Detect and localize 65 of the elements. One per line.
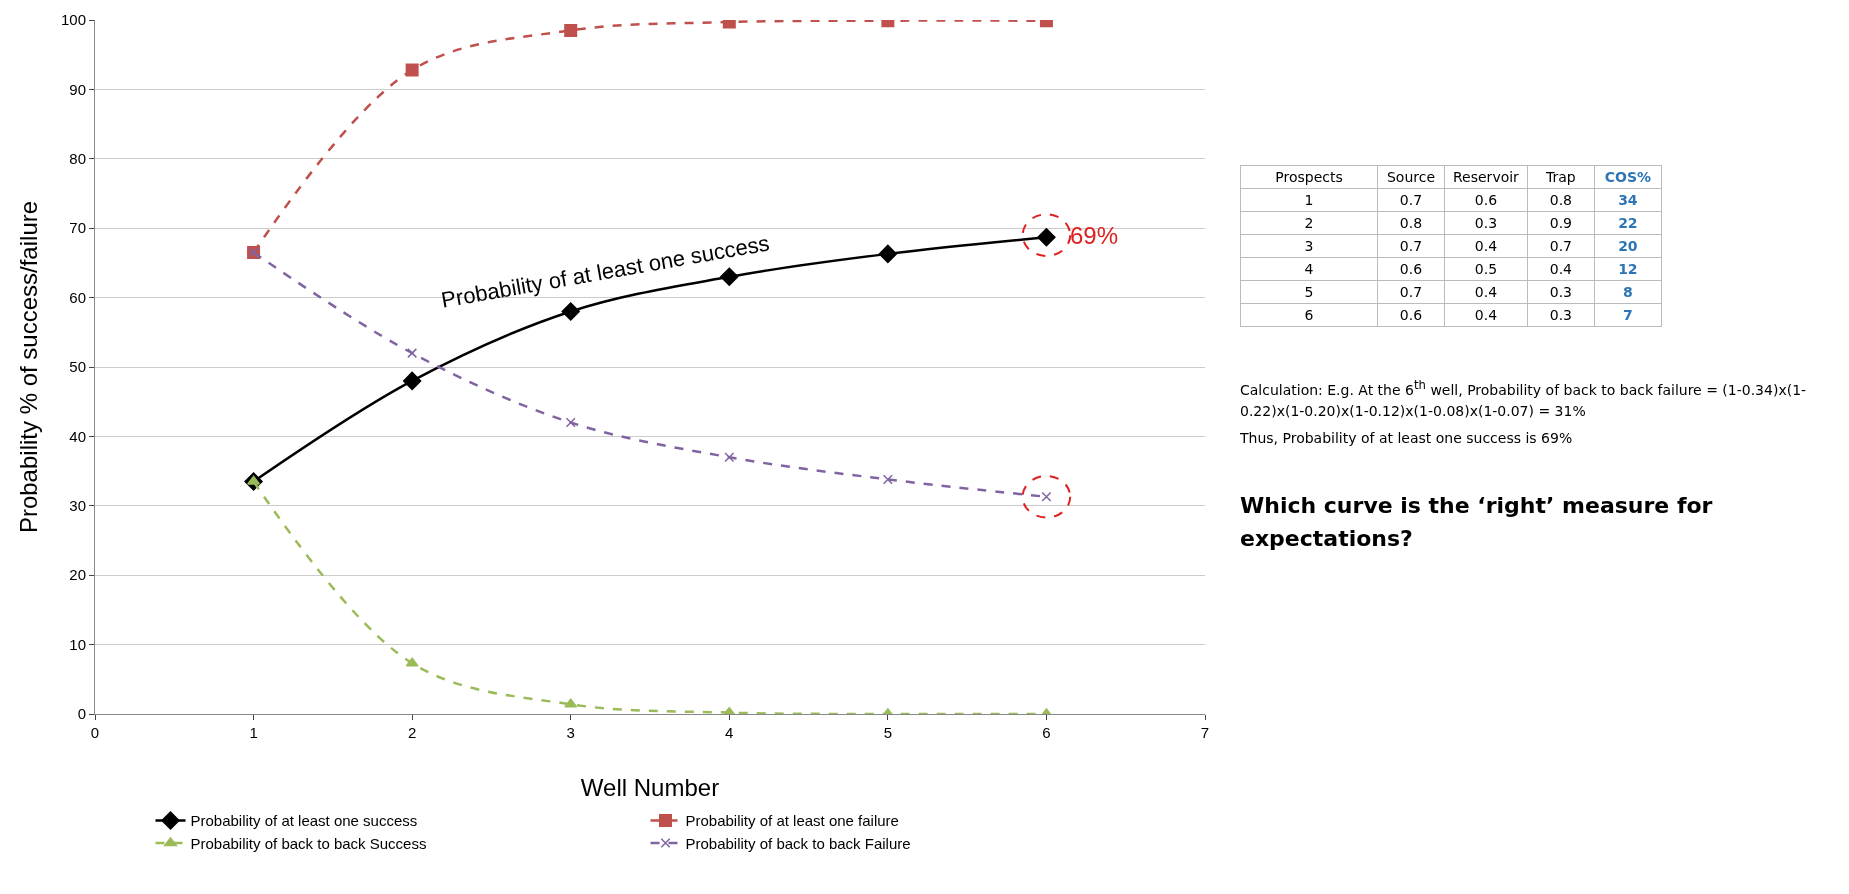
data-label: 0.7 — [1377, 234, 1445, 258]
data-label: 0.6 — [1377, 303, 1445, 327]
data-label: 0.7 — [1527, 234, 1595, 258]
y-tick-label: 6 — [1240, 303, 1378, 327]
data-label: 7 — [1594, 303, 1662, 327]
x-tick-label: 3 — [566, 724, 575, 741]
data-label: 12 — [1594, 257, 1662, 281]
annotation: Probability of at least one success — [439, 230, 772, 313]
y-tick-label: 40 — [69, 427, 86, 445]
y-tick-label: 70 — [69, 219, 86, 237]
text: Thus, Probability of at least one success is 69% — [1240, 428, 1574, 448]
x-tick-label: 7 — [1200, 724, 1210, 741]
data-label: 34 — [1594, 188, 1662, 212]
data-label: 0.9 — [1527, 211, 1595, 235]
y-tick-label: 1 — [1240, 188, 1378, 212]
x-tick-label: 1 — [249, 724, 258, 741]
text: Calculation: E.g. At the 6$^{th}$ well, Probability of back to back failure = (1-0.34)x(1-0.22)x(1-0.20)x(1-0.12)x(1-0.08)x(1-0.07) = 31% — [1240, 377, 1808, 421]
y-axis-title: Probability % of success/failure — [15, 200, 42, 534]
x-tick-label: 2 — [407, 724, 417, 741]
data-label: 0.4 — [1444, 280, 1528, 304]
data-label: 0.4 — [1444, 303, 1528, 327]
y-tick-label: 5 — [1240, 280, 1378, 304]
x-tick-label: 5 — [883, 724, 893, 741]
data-label: 0.8 — [1377, 211, 1445, 235]
y-tick-label: 4 — [1240, 257, 1378, 281]
legend-label: Probability of at least one failure — [685, 812, 899, 830]
data-label: 0.6 — [1444, 188, 1528, 212]
x-tick-label: Source — [1377, 165, 1445, 189]
annotation: 69% — [1070, 222, 1119, 249]
data-label: 0.6 — [1377, 257, 1445, 281]
data-label: 8 — [1594, 280, 1662, 304]
y-tick-label: 10 — [69, 635, 86, 653]
data-label: 0.5 — [1444, 257, 1528, 281]
x-tick-label: 6 — [1042, 724, 1051, 741]
y-tick-label: 50 — [69, 358, 86, 376]
x-tick-label: 4 — [725, 724, 734, 741]
y-tick-label: 100 — [60, 11, 86, 29]
data-label: 0.4 — [1444, 234, 1528, 258]
data-label: 0.3 — [1527, 280, 1595, 304]
data-label: 22 — [1594, 211, 1662, 235]
x-tick-label: 0 — [90, 724, 100, 741]
y-tick-label: 80 — [69, 150, 86, 168]
y-tick-label: 0 — [77, 705, 86, 723]
y-axis-title: Prospects — [1240, 165, 1378, 189]
data-label: 0.7 — [1377, 280, 1445, 304]
x-tick-label: COS% — [1594, 165, 1662, 189]
y-tick-label: 20 — [69, 566, 86, 584]
data-label: 20 — [1594, 234, 1662, 258]
data-label: 0.3 — [1444, 211, 1528, 235]
x-tick-label: Reservoir — [1444, 165, 1528, 189]
x-tick-label: Trap — [1527, 165, 1595, 189]
y-tick-label: 60 — [69, 288, 86, 306]
data-label: 0.8 — [1527, 188, 1595, 212]
data-label: 0.4 — [1527, 257, 1595, 281]
legend-label: Probability of back to back Failure — [685, 834, 911, 852]
text: Which curve is the ‘right’ measure for expectations? — [1240, 491, 1714, 553]
y-tick-label: 30 — [69, 497, 86, 515]
data-label: 0.3 — [1527, 303, 1595, 327]
legend-label: Probability of at least one success — [190, 812, 418, 830]
y-tick-label: 90 — [69, 80, 86, 98]
y-tick-label: 2 — [1240, 211, 1378, 235]
legend-label: Probability of back to back Success — [190, 834, 427, 852]
y-tick-label: 3 — [1240, 234, 1378, 258]
data-label: 0.7 — [1377, 188, 1445, 212]
x-axis-title: Well Number — [580, 774, 720, 801]
